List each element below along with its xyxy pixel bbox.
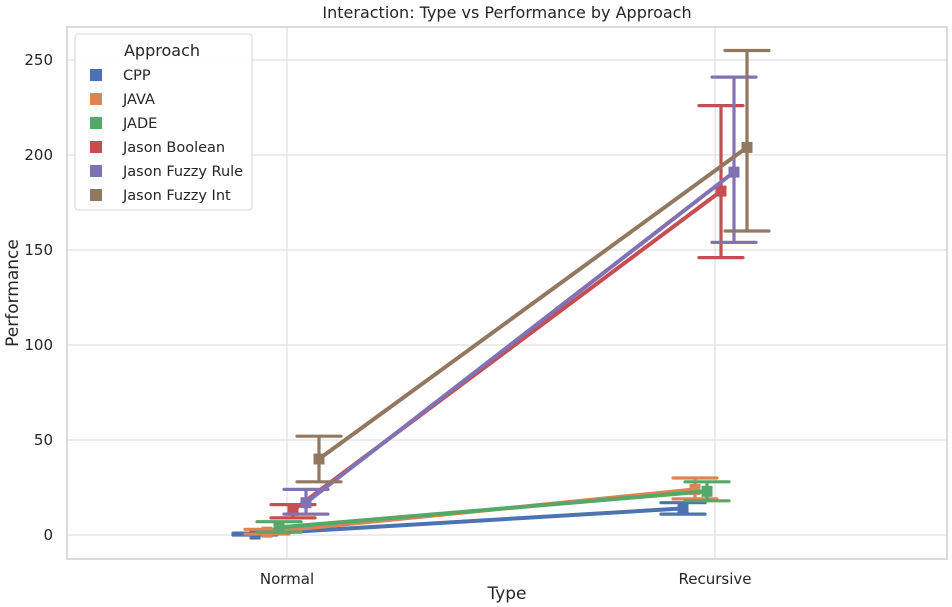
data-point bbox=[313, 453, 325, 465]
legend-label: Jason Fuzzy Rule bbox=[122, 164, 243, 180]
data-point bbox=[287, 504, 299, 516]
legend-swatch bbox=[90, 165, 102, 177]
y-tick-label: 150 bbox=[24, 241, 53, 259]
data-point bbox=[689, 483, 701, 495]
y-tick-label: 100 bbox=[24, 336, 53, 354]
series-jason-fuzzy-rule bbox=[282, 75, 758, 516]
data-point bbox=[677, 502, 689, 514]
series-layer bbox=[231, 48, 771, 540]
y-tick-label: 200 bbox=[24, 146, 53, 164]
legend-swatch bbox=[90, 69, 102, 81]
x-axis-label: Type bbox=[486, 584, 526, 604]
y-tick-label: 250 bbox=[24, 51, 53, 69]
series-line-jason-fuzzy-rule bbox=[304, 170, 736, 505]
legend-swatch bbox=[90, 141, 102, 153]
legend: Approach CPP JAVA JADE Jason Boolean Jason Fu… bbox=[74, 33, 253, 211]
plot-frame bbox=[66, 26, 948, 560]
legend-label: Jason Fuzzy Int bbox=[122, 188, 231, 204]
series-jade bbox=[255, 480, 731, 534]
data-point bbox=[728, 166, 740, 178]
legend-label: Jason Boolean bbox=[122, 140, 225, 156]
legend-label: JAVA bbox=[122, 92, 155, 108]
y-tick-labels: 0 50 100 150 200 250 bbox=[24, 51, 53, 544]
data-point bbox=[273, 521, 285, 533]
series-jason-fuzzy-int bbox=[295, 48, 771, 484]
series-line-jason-fuzzy-int bbox=[317, 145, 749, 461]
legend-label: CPP bbox=[123, 68, 151, 84]
data-point bbox=[715, 185, 727, 197]
series-java bbox=[243, 476, 719, 538]
series-jason-boolean bbox=[269, 103, 745, 520]
legend-title: Approach bbox=[124, 41, 200, 60]
series-line-jade bbox=[277, 489, 709, 530]
series-cpp bbox=[231, 501, 707, 540]
legend-swatch bbox=[90, 117, 102, 129]
data-point bbox=[741, 141, 753, 153]
legend-swatch bbox=[90, 93, 102, 105]
data-point bbox=[701, 485, 713, 497]
x-tick-labels: Normal Recursive bbox=[260, 570, 752, 588]
y-tick-label: 50 bbox=[34, 431, 53, 449]
y-axis-label: Performance bbox=[3, 239, 23, 347]
legend-swatch bbox=[90, 189, 102, 201]
x-tick-label: Recursive bbox=[679, 570, 752, 588]
y-tick-label: 0 bbox=[43, 526, 53, 544]
legend-frame bbox=[74, 33, 253, 211]
x-tick-label: Normal bbox=[260, 570, 314, 588]
legend-label: JADE bbox=[122, 116, 157, 132]
data-point bbox=[300, 497, 312, 509]
chart-title: Interaction: Type vs Performance by Appr… bbox=[322, 3, 691, 22]
series-line-cpp bbox=[253, 506, 685, 537]
